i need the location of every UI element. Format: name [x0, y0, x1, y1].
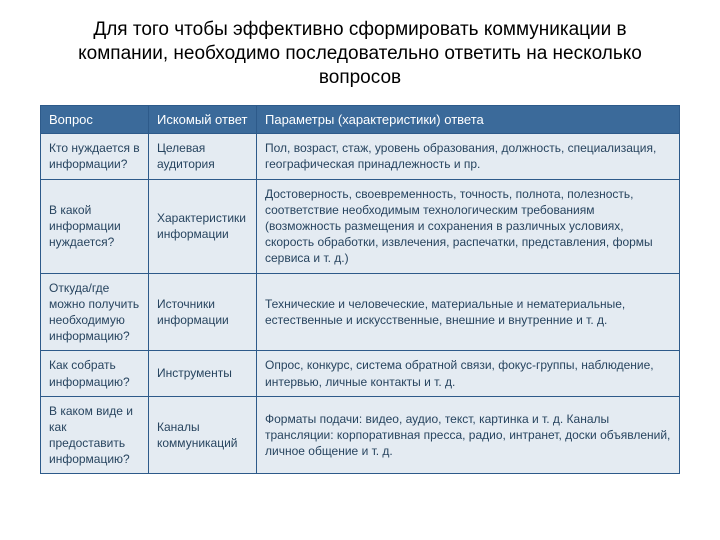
table-row: В какой информации нуждается? Характерис… — [41, 179, 680, 273]
col-header-answer: Искомый ответ — [149, 106, 257, 134]
table-row: Как собрать информацию? Инструменты Опро… — [41, 351, 680, 396]
cell-answer: Характеристики информации — [149, 179, 257, 273]
cell-answer: Целевая аудитория — [149, 134, 257, 179]
cell-question: Как собрать информацию? — [41, 351, 149, 396]
cell-question: Откуда/где можно получить необходимую ин… — [41, 273, 149, 351]
cell-question: В какой информации нуждается? — [41, 179, 149, 273]
cell-params: Достоверность, своевременность, точность… — [257, 179, 680, 273]
table-header-row: Вопрос Искомый ответ Параметры (характер… — [41, 106, 680, 134]
cell-answer: Источники информации — [149, 273, 257, 351]
col-header-params: Параметры (характеристики) ответа — [257, 106, 680, 134]
cell-params: Опрос, конкурс, система обратной связи, … — [257, 351, 680, 396]
table-row: Откуда/где можно получить необходимую ин… — [41, 273, 680, 351]
cell-params: Технические и человеческие, материальные… — [257, 273, 680, 351]
cell-question: В каком виде и как предоставить информац… — [41, 396, 149, 474]
cell-params: Пол, возраст, стаж, уровень образования,… — [257, 134, 680, 179]
cell-params: Форматы подачи: видео, аудио, текст, кар… — [257, 396, 680, 474]
communications-table: Вопрос Искомый ответ Параметры (характер… — [40, 105, 680, 474]
col-header-question: Вопрос — [41, 106, 149, 134]
table-row: В каком виде и как предоставить информац… — [41, 396, 680, 474]
table-row: Кто нуждается в информации? Целевая ауди… — [41, 134, 680, 179]
cell-question: Кто нуждается в информации? — [41, 134, 149, 179]
cell-answer: Инструменты — [149, 351, 257, 396]
cell-answer: Каналы коммуникаций — [149, 396, 257, 474]
page-title: Для того чтобы эффективно сформировать к… — [50, 18, 670, 89]
